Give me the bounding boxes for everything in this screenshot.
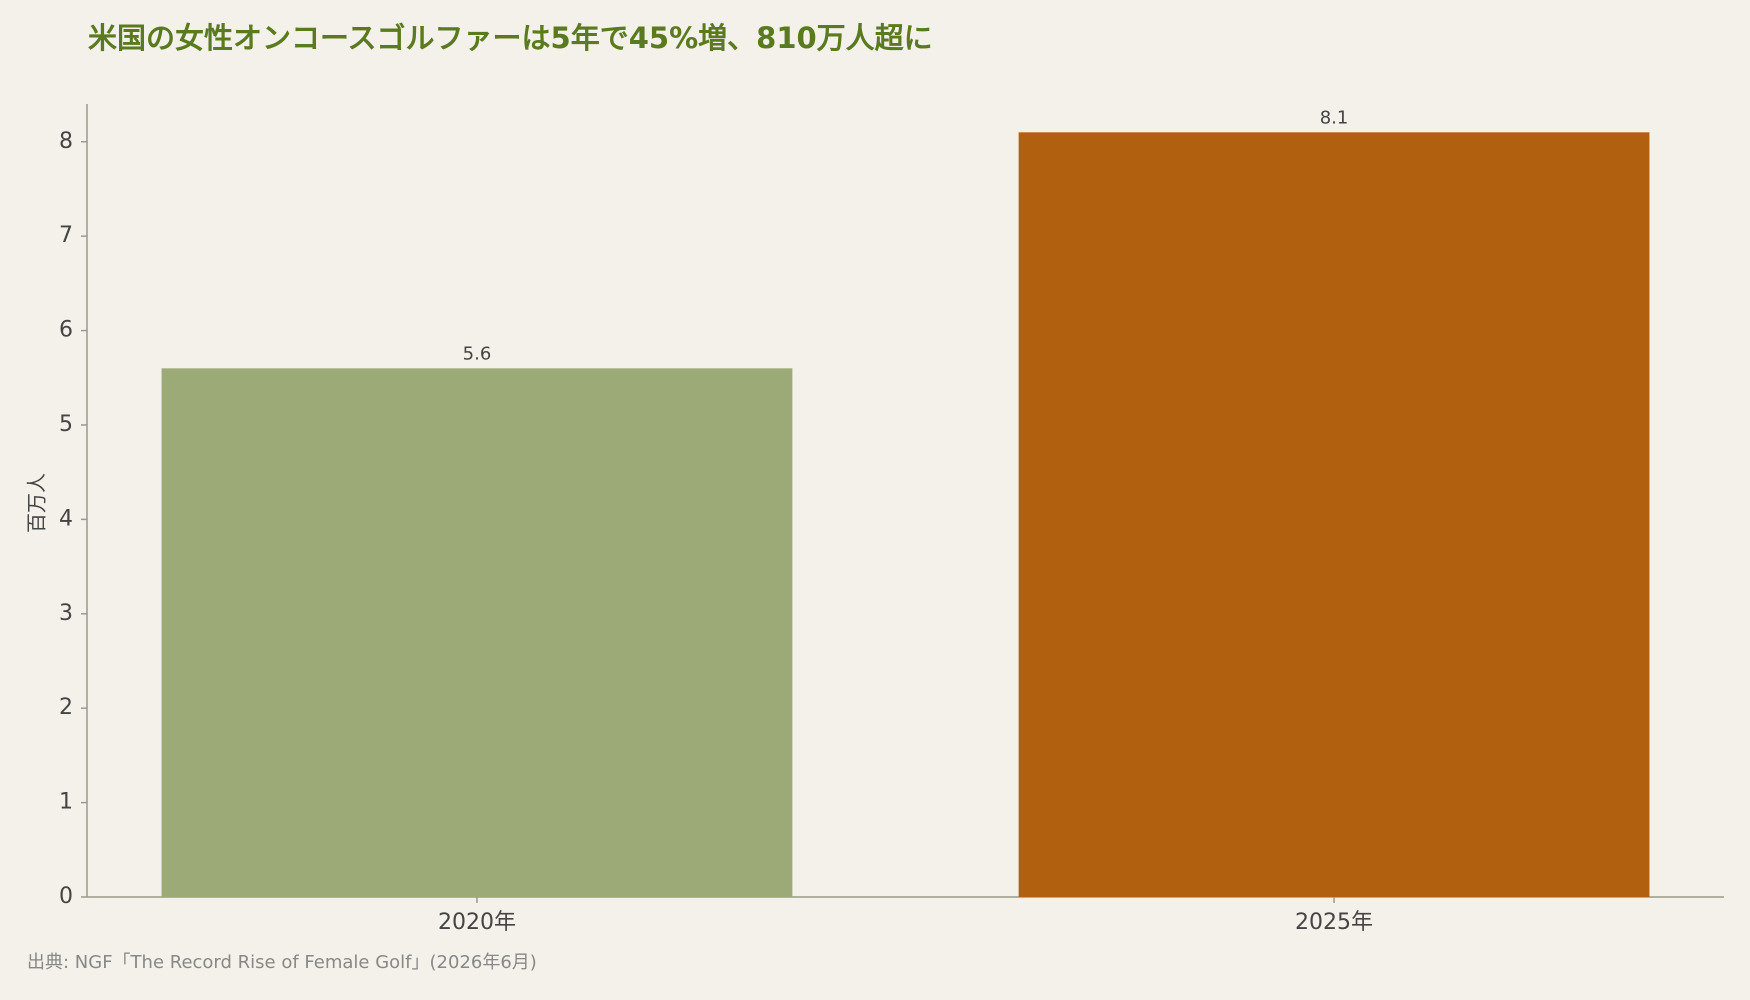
y-tick-label: 2	[59, 695, 73, 720]
y-axis-label: 百万人	[25, 473, 49, 533]
y-tick-label: 8	[59, 129, 73, 154]
x-tick-label: 2020年	[438, 910, 516, 935]
x-tick-label: 2025年	[1295, 910, 1373, 935]
y-tick-label: 4	[59, 506, 73, 531]
value-label: 8.1	[1320, 107, 1349, 128]
y-tick-label: 6	[59, 318, 73, 343]
y-tick-label: 7	[59, 223, 73, 248]
chart-title: 米国の女性オンコースゴルファーは5年で45%増、810万人超に	[88, 21, 933, 55]
bar	[161, 368, 793, 897]
value-label: 5.6	[463, 343, 492, 364]
y-tick-label: 0	[59, 884, 73, 909]
y-tick-label: 3	[59, 601, 73, 626]
y-tick-label: 5	[59, 412, 73, 437]
bar	[1018, 132, 1650, 898]
source-note: 出典: NGF「The Record Rise of Female Golf」(…	[27, 952, 537, 973]
y-tick-label: 1	[59, 790, 73, 815]
